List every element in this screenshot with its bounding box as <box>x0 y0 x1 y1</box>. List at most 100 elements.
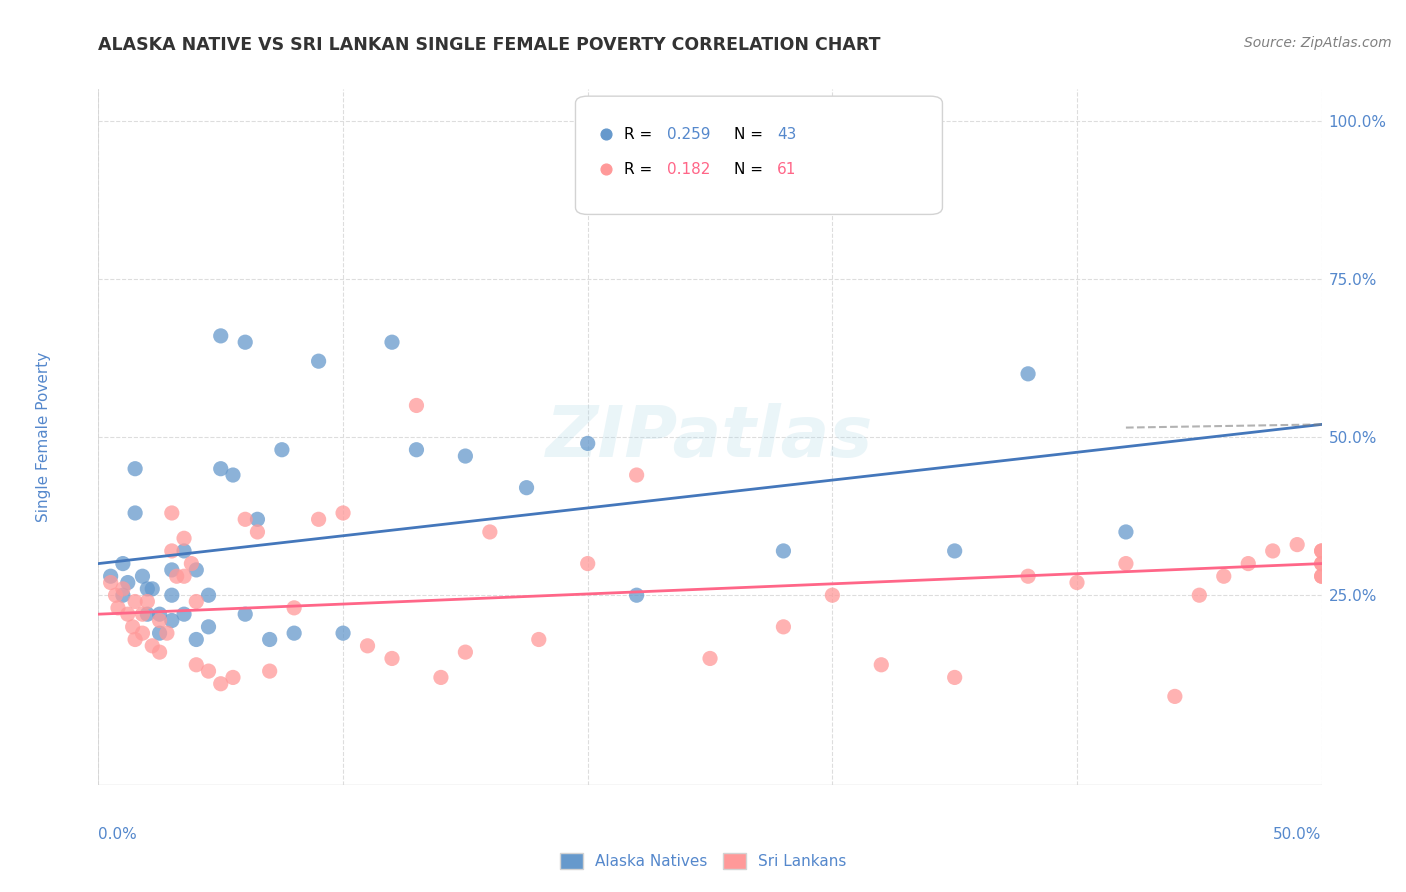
Text: R =: R = <box>624 161 652 177</box>
Text: ALASKA NATIVE VS SRI LANKAN SINGLE FEMALE POVERTY CORRELATION CHART: ALASKA NATIVE VS SRI LANKAN SINGLE FEMAL… <box>98 36 882 54</box>
Point <box>117 575 139 590</box>
Point <box>1188 588 1211 602</box>
Point <box>107 600 129 615</box>
Text: 50.0%: 50.0% <box>1274 827 1322 842</box>
Point <box>156 626 179 640</box>
Point <box>180 557 202 571</box>
Point <box>943 544 966 558</box>
Point <box>197 588 219 602</box>
Point <box>160 614 183 628</box>
Point <box>283 626 305 640</box>
Point <box>131 569 153 583</box>
Point <box>149 614 172 628</box>
Point <box>121 620 143 634</box>
Point <box>141 639 163 653</box>
Point <box>111 557 134 571</box>
Point <box>131 626 153 640</box>
Text: 43: 43 <box>778 127 797 142</box>
Point <box>124 632 146 647</box>
Point <box>283 600 305 615</box>
Point <box>124 461 146 475</box>
Point <box>186 632 208 647</box>
Point <box>1310 544 1333 558</box>
Point <box>1102 186 1125 201</box>
Point <box>259 632 281 647</box>
Point <box>100 569 122 583</box>
Point <box>1310 544 1333 558</box>
Point <box>136 582 159 596</box>
Point <box>1102 155 1125 169</box>
Point <box>136 607 159 622</box>
Point <box>111 582 134 596</box>
Point <box>197 664 219 678</box>
Point <box>124 506 146 520</box>
Point <box>356 639 378 653</box>
Point <box>149 626 172 640</box>
Point <box>173 569 195 583</box>
Point <box>1310 569 1333 583</box>
Point <box>478 524 501 539</box>
Point <box>124 594 146 608</box>
Point <box>1237 557 1260 571</box>
Point <box>173 544 195 558</box>
Point <box>381 651 404 665</box>
Point <box>111 588 134 602</box>
Point <box>1286 538 1309 552</box>
Point <box>1212 569 1234 583</box>
Point <box>405 399 427 413</box>
Point <box>576 557 599 571</box>
Point <box>259 664 281 678</box>
Point <box>332 506 354 520</box>
Point <box>699 164 721 178</box>
Point <box>308 512 330 526</box>
Point <box>173 607 195 622</box>
Point <box>149 645 172 659</box>
Point <box>943 670 966 684</box>
Point <box>160 544 183 558</box>
Point <box>626 588 648 602</box>
Point <box>515 481 537 495</box>
Point <box>454 645 477 659</box>
Point <box>821 588 844 602</box>
Point <box>173 531 195 545</box>
Point <box>576 436 599 450</box>
Text: 0.182: 0.182 <box>668 161 710 177</box>
Text: 0.259: 0.259 <box>668 127 710 142</box>
Point <box>222 468 245 483</box>
Point <box>1310 557 1333 571</box>
Point <box>381 335 404 350</box>
Point <box>870 657 893 672</box>
Point <box>136 594 159 608</box>
Text: Single Female Poverty: Single Female Poverty <box>37 352 51 522</box>
Point <box>1261 544 1284 558</box>
Point <box>100 575 122 590</box>
Point <box>117 607 139 622</box>
Point <box>626 468 648 483</box>
Point <box>166 569 188 583</box>
Point <box>1017 367 1039 381</box>
Point <box>160 506 183 520</box>
Point <box>1115 557 1137 571</box>
Point <box>772 620 794 634</box>
Text: N =: N = <box>734 127 763 142</box>
Point <box>1310 569 1333 583</box>
Text: 0.0%: 0.0% <box>98 827 138 842</box>
Point <box>149 607 172 622</box>
Point <box>233 607 256 622</box>
Point <box>104 588 127 602</box>
Point <box>1164 690 1187 704</box>
Point <box>246 512 269 526</box>
Text: N =: N = <box>734 161 763 177</box>
Point <box>160 588 183 602</box>
Point <box>270 442 294 457</box>
Point <box>209 329 232 343</box>
Point <box>186 657 208 672</box>
Point <box>1017 569 1039 583</box>
Point <box>699 651 721 665</box>
Point <box>233 335 256 350</box>
Point <box>141 582 163 596</box>
Point <box>1310 557 1333 571</box>
Point <box>160 563 183 577</box>
Text: R =: R = <box>624 127 652 142</box>
Point <box>308 354 330 368</box>
